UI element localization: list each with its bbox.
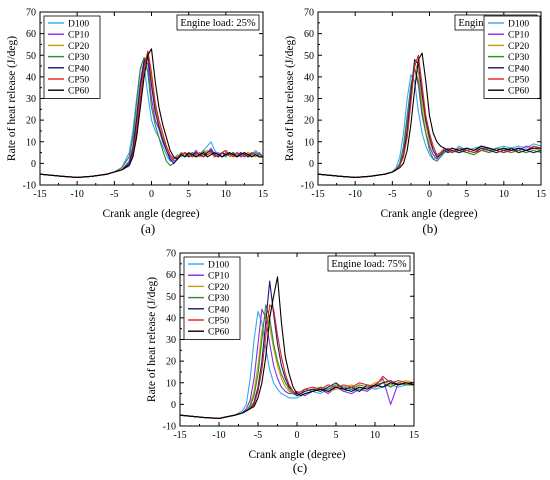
legend-label-cp10: CP10 [68,31,89,41]
y-tick-label: 20 [166,357,176,368]
y-tick-label: 10 [166,378,176,389]
legend-label-cp10: CP10 [208,272,229,282]
x-axis-label: Crank angle (degree) [248,449,345,461]
annotation-text: Engine load: 75% [331,259,406,270]
legend-label-cp30: CP30 [208,294,229,304]
y-axis-label: Rate of heat release (J/deg) [146,277,158,402]
x-tick-label: 15 [536,189,546,200]
x-tick-label: 10 [499,189,509,200]
x-tick-label: 5 [186,189,191,200]
panel-label: (b) [422,221,437,236]
x-tick-label: 5 [464,189,469,200]
legend-label-cp50: CP50 [68,76,89,86]
y-tick-label: 30 [304,94,314,105]
y-tick-label: 0 [31,159,36,170]
y-tick-label: 0 [171,400,176,411]
legend-label-cp20: CP20 [208,283,229,293]
legend-label-cp30: CP30 [68,53,89,63]
x-tick-label: 15 [409,430,419,441]
x-tick-label: -10 [70,189,83,200]
x-tick-label: -5 [254,430,262,441]
x-tick-label: -15 [33,189,46,200]
y-tick-label: 30 [26,94,36,105]
x-tick-label: 0 [295,430,300,441]
y-tick-label: 50 [166,292,176,303]
series-line-cp60 [180,276,414,419]
legend-label-cp60: CP60 [68,87,89,97]
legend-label-cp60: CP60 [508,87,529,97]
y-tick-label: 30 [166,335,176,346]
y-tick-label: 70 [166,249,176,260]
legend-label-cp40: CP40 [208,305,229,315]
y-tick-label: 40 [26,72,36,83]
x-tick-label: 5 [334,430,339,441]
y-tick-label: 10 [304,137,314,148]
y-tick-label: 0 [309,159,314,170]
x-axis-label: Crank angle (degree) [102,208,199,220]
y-axis-label: Rate of heat release (J/deg) [6,36,18,161]
legend-label-cp50: CP50 [508,76,529,86]
y-tick-label: 70 [304,8,314,19]
y-tick-label: 50 [26,51,36,62]
x-tick-label: -10 [348,189,361,200]
y-tick-label: 10 [26,137,36,148]
x-tick-label: 0 [427,189,432,200]
y-tick-label: 40 [304,72,314,83]
series-line-cp60 [40,48,263,178]
y-tick-label: 50 [304,51,314,62]
x-tick-label: 0 [149,189,154,200]
y-tick-label: 60 [26,29,36,40]
legend-label-cp20: CP20 [68,42,89,52]
series-line-d100 [318,74,541,178]
y-tick-label: 60 [166,270,176,281]
annotation-box [176,14,260,31]
x-tick-label: -5 [110,189,118,200]
annotation-box [327,255,411,272]
x-tick-label: -15 [311,189,324,200]
series-group [318,52,541,178]
legend-label-cp40: CP40 [68,64,89,74]
y-tick-label: 20 [304,116,314,127]
x-axis-label: Crank angle (degree) [380,208,477,220]
x-tick-label: 10 [221,189,231,200]
y-tick-label: -10 [163,422,176,433]
legend-label-d100: D100 [208,261,229,271]
series-line-cp30 [180,304,414,419]
legend-label-cp30: CP30 [508,53,529,63]
series-line-cp60 [318,52,541,178]
x-tick-label: -10 [212,430,225,441]
x-tick-label: 10 [370,430,380,441]
x-tick-label: -15 [173,430,186,441]
y-tick-label: 70 [26,8,36,19]
annotation-text: Engine load: 25% [180,18,255,29]
y-tick-label: -10 [23,181,36,192]
y-tick-label: 40 [166,313,176,324]
x-tick-label: -5 [388,189,396,200]
x-tick-label: 15 [258,189,268,200]
legend-label-cp50: CP50 [208,317,229,327]
legend-label-cp40: CP40 [508,64,529,74]
legend-label-d100: D100 [508,20,529,30]
panel-label: (a) [141,221,155,236]
legend-label-d100: D100 [68,20,89,30]
legend-label-cp60: CP60 [208,328,229,338]
panel-label: (c) [293,460,307,475]
series-group [40,48,263,178]
legend-label-cp10: CP10 [508,31,529,41]
legend-label-cp20: CP20 [508,42,529,52]
y-tick-label: 60 [304,29,314,40]
y-tick-label: -10 [301,181,314,192]
y-tick-label: 20 [26,116,36,127]
y-axis-label: Rate of heat release (J/deg) [284,36,296,161]
series-group [180,276,414,419]
